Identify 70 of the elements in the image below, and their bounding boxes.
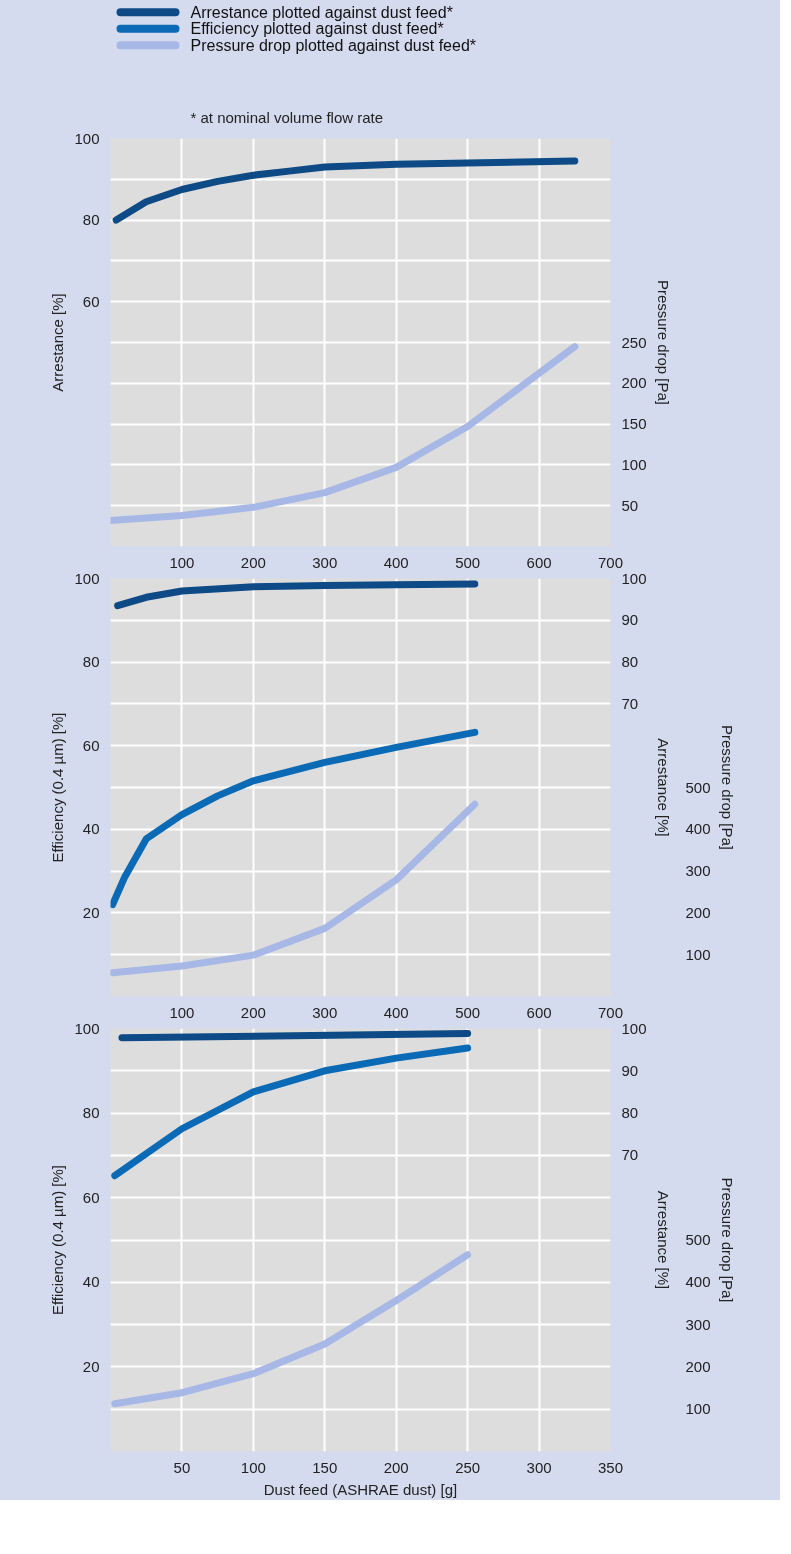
legend-label: Efficiency plotted against dust feed* [190,20,444,38]
y-tick-label: 20 [82,903,100,921]
x-axis-title: Dust feed (ASHRAE dust) [g] [263,1480,458,1498]
x-tick-label: 500 [455,553,481,571]
x-tick-label: 250 [455,1458,481,1476]
y-axis-title: Efficiency (0.4 µm) [%] [49,1164,67,1316]
x-tick-label: 200 [383,1458,409,1476]
y-tick-label: 80 [82,1104,100,1122]
y3-axis-title: Pressure drop [Pa] [718,724,736,851]
legend-label: Arrestance plotted against dust feed* [190,3,453,21]
y3-tick-label: 200 [685,903,711,921]
y2-tick-label: 80 [621,653,639,671]
y3-tick-label: 100 [685,945,711,963]
y3-tick-label: 300 [685,1315,711,1333]
y2-axis-title: Arrestance [%] [654,738,672,837]
x-tick-label: 150 [312,1458,338,1476]
y3-tick-label: 200 [685,1357,711,1375]
y2-tick-label: 80 [621,1104,639,1122]
y3-tick-label: 300 [685,862,711,880]
legend-label: Pressure drop plotted against dust feed* [190,36,477,54]
y-tick-label: 40 [82,820,100,838]
x-tick-label: 700 [597,553,624,571]
x-tick-label: 600 [526,1003,552,1021]
y-tick-label: 80 [82,211,100,229]
y2-tick-label: 90 [621,611,639,629]
y3-axis-title: Pressure drop [Pa] [718,1177,736,1303]
y2-tick-label: 100 [621,455,647,473]
y2-tick-label: 70 [621,694,639,712]
y-tick-label: 20 [82,1357,100,1375]
y2-axis-title: Pressure drop [Pa] [654,279,672,406]
x-tick-label: 50 [173,1458,191,1476]
y3-tick-label: 400 [685,820,711,838]
y2-tick-label: 200 [621,374,647,392]
y-tick-label: 40 [82,1273,100,1291]
y3-tick-label: 400 [685,1273,711,1291]
y-tick-label: 100 [74,1019,100,1037]
y-tick-label: 80 [82,653,100,671]
y-tick-label: 60 [82,292,100,310]
y-tick-label: 60 [82,1188,100,1206]
y2-tick-label: 100 [621,1019,647,1037]
x-tick-label: 300 [526,1458,552,1476]
x-tick-label: 400 [383,1003,409,1021]
x-tick-label: 100 [169,1003,195,1021]
y3-tick-label: 500 [685,778,711,796]
y2-tick-label: 250 [621,333,647,351]
x-tick-label: 600 [526,553,552,571]
y-tick-label: 100 [74,569,100,587]
x-tick-label: 700 [597,1003,624,1021]
y2-tick-label: 50 [621,496,639,514]
y2-tick-label: 100 [621,569,647,587]
y-axis-title: Efficiency (0.4 µm) [%] [49,712,67,863]
y2-axis-title: Arrestance [%] [654,1190,672,1290]
x-tick-label: 500 [455,1003,481,1021]
x-tick-label: 200 [240,553,266,571]
y3-tick-label: 500 [685,1231,711,1248]
y3-tick-label: 100 [685,1400,711,1418]
x-tick-label: 200 [240,1003,266,1021]
y-tick-label: 100 [74,129,100,147]
text: * at nominal volume flow rate [190,108,384,126]
y2-tick-label: 150 [621,415,647,433]
y2-tick-label: 70 [621,1146,639,1164]
y2-tick-label: 90 [621,1061,639,1079]
y-tick-label: 60 [82,736,100,754]
x-tick-label: 300 [312,553,338,571]
x-tick-label: 300 [312,1003,338,1021]
x-tick-label: 100 [240,1458,266,1476]
x-tick-label: 100 [169,553,195,571]
x-tick-label: 350 [597,1458,624,1476]
x-tick-label: 400 [383,553,409,571]
y-axis-title: Arrestance [%] [49,293,67,392]
